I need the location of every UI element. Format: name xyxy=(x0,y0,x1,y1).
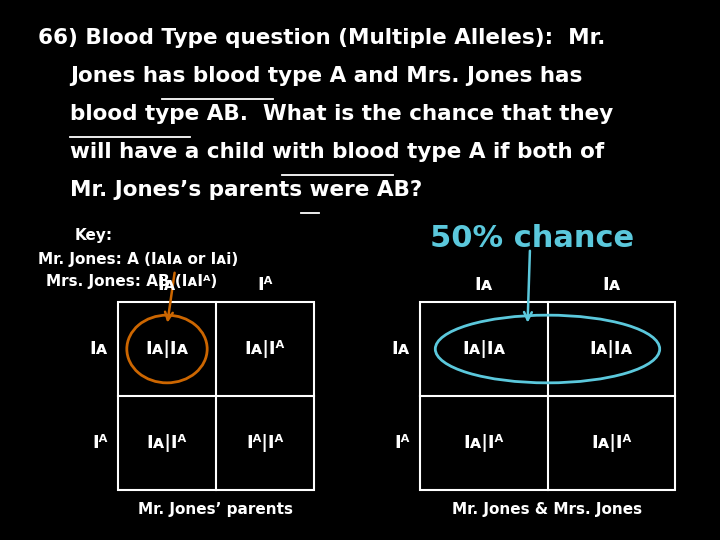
Text: Iᴬ: Iᴬ xyxy=(93,434,108,452)
Text: 66) Blood Type question (Multiple Alleles):  Mr.: 66) Blood Type question (Multiple Allele… xyxy=(38,28,606,48)
Text: Key:: Key: xyxy=(75,228,113,243)
Text: Iᴀ|Iᴬ: Iᴀ|Iᴬ xyxy=(147,434,187,452)
Text: Iᴀ|Iᴬ: Iᴀ|Iᴬ xyxy=(591,434,631,452)
Text: Iᴀ: Iᴀ xyxy=(602,276,621,294)
Text: Iᴀ: Iᴀ xyxy=(392,340,410,358)
Text: Mr. Jones’s parents were AB?: Mr. Jones’s parents were AB? xyxy=(70,180,422,200)
Text: Iᴬ|Iᴬ: Iᴬ|Iᴬ xyxy=(246,434,284,452)
Text: Mr. Jones: A (IᴀIᴀ or Iᴀi): Mr. Jones: A (IᴀIᴀ or Iᴀi) xyxy=(38,252,238,267)
Text: Iᴀ|Iᴬ: Iᴀ|Iᴬ xyxy=(464,434,504,452)
Text: Iᴀ: Iᴀ xyxy=(474,276,493,294)
Text: Mr. Jones’ parents: Mr. Jones’ parents xyxy=(138,502,294,517)
Text: Mr. Jones & Mrs. Jones: Mr. Jones & Mrs. Jones xyxy=(452,502,642,517)
Text: Iᴀ: Iᴀ xyxy=(89,340,108,358)
Bar xyxy=(118,302,314,490)
Text: Jones has blood type A and Mrs. Jones has: Jones has blood type A and Mrs. Jones ha… xyxy=(70,66,582,86)
Text: 50% chance: 50% chance xyxy=(430,224,634,253)
Text: Iᴀ|Iᴀ: Iᴀ|Iᴀ xyxy=(462,340,505,358)
Text: Mrs. Jones: AB (IᴀIᴬ): Mrs. Jones: AB (IᴀIᴬ) xyxy=(46,274,217,289)
Text: Iᴬ: Iᴬ xyxy=(257,276,273,294)
Text: Iᴬ: Iᴬ xyxy=(395,434,410,452)
Text: Iᴀ|Iᴀ: Iᴀ|Iᴀ xyxy=(590,340,633,358)
Text: Iᴀ: Iᴀ xyxy=(158,276,176,294)
Bar xyxy=(420,302,675,490)
Text: blood type AB.  What is the chance that they: blood type AB. What is the chance that t… xyxy=(70,104,613,124)
Text: Iᴀ|Iᴬ: Iᴀ|Iᴬ xyxy=(245,340,285,358)
Text: will have a child with blood type A if both of: will have a child with blood type A if b… xyxy=(70,142,604,162)
Text: Iᴀ|Iᴀ: Iᴀ|Iᴀ xyxy=(145,340,189,358)
